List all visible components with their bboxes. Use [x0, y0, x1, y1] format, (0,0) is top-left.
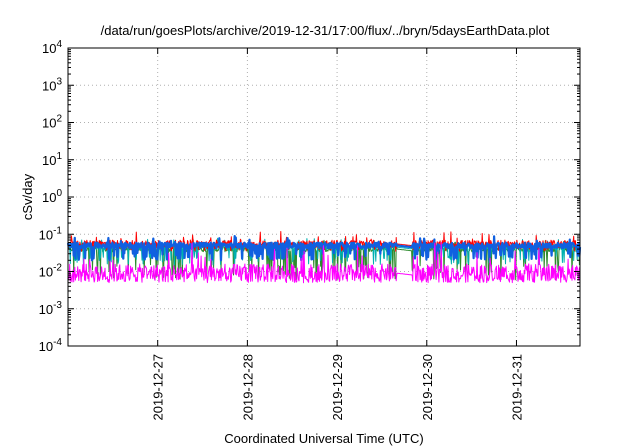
x-tick-label: 2019-12-27 — [151, 354, 166, 421]
y-tick-exponent: 2 — [56, 114, 62, 125]
y-tick-base: 10 — [39, 227, 53, 242]
y-tick-label: 103 — [42, 76, 62, 93]
x-tick-label: 2019-12-29 — [330, 354, 345, 421]
y-tick-label: 101 — [42, 151, 62, 168]
x-tick-label: 2019-12-28 — [240, 354, 255, 421]
y-tick-label: 10-2 — [39, 263, 63, 280]
y-tick-base: 10 — [39, 302, 53, 317]
chart-title: /data/run/goesPlots/archive/2019-12-31/1… — [101, 23, 550, 38]
y-tick-label: 104 — [42, 39, 62, 56]
y-tick-exponent: -3 — [53, 300, 62, 311]
y-tick-label: 102 — [42, 114, 62, 131]
y-tick-label: 10-4 — [39, 337, 63, 354]
y-tick-label: 10-3 — [39, 300, 63, 317]
y-tick-base: 10 — [42, 78, 56, 93]
x-axis-label: Coordinated Universal Time (UTC) — [224, 431, 423, 446]
y-tick-exponent: -1 — [53, 225, 62, 236]
series-layer — [66, 231, 582, 284]
y-tick-exponent: 3 — [56, 76, 62, 87]
y-tick-base: 10 — [42, 116, 56, 131]
y-tick-base: 10 — [42, 190, 56, 205]
y-axis-label: cSv/day — [20, 173, 35, 220]
y-tick-exponent: 0 — [56, 188, 62, 199]
plot-frame — [67, 47, 581, 347]
x-tick-label: 2019-12-31 — [509, 354, 524, 421]
y-tick-base: 10 — [42, 41, 56, 56]
x-axis-ticks: 2019-12-27 2019-12-28 2019-12-29 2019-12-30… — [151, 48, 524, 421]
series-line — [67, 242, 581, 284]
y-tick-exponent: -4 — [53, 337, 62, 348]
y-tick-exponent: 4 — [56, 39, 62, 50]
y-tick-base: 10 — [39, 265, 53, 280]
y-tick-label: 10-1 — [39, 225, 63, 242]
x-tick-label: 2019-12-30 — [420, 354, 435, 421]
y-tick-base: 10 — [42, 153, 56, 168]
y-tick-base: 10 — [39, 339, 53, 354]
y-tick-exponent: 1 — [56, 151, 62, 162]
y-tick-exponent: -2 — [53, 263, 62, 274]
y-tick-label: 100 — [42, 188, 62, 205]
